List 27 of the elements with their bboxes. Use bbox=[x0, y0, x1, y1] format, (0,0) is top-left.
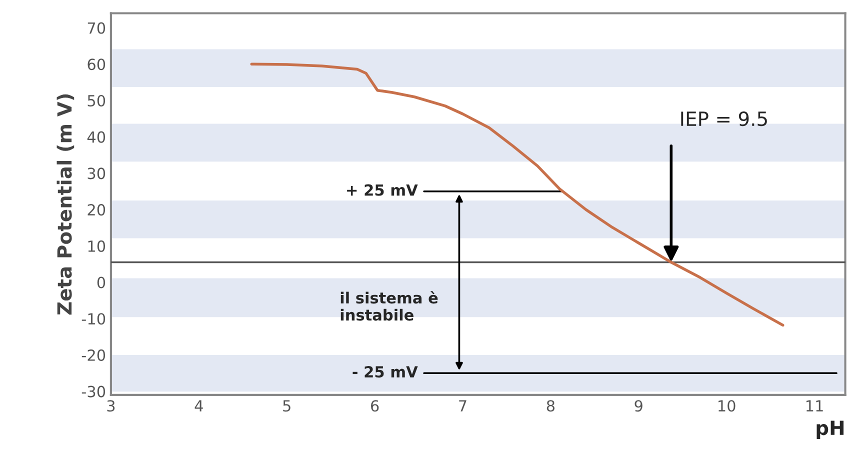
x-tick-label: 4 bbox=[194, 400, 203, 412]
annotation: IEP = 9.5 bbox=[681, 111, 767, 126]
y-tick-label: 40 bbox=[87, 131, 106, 143]
y-axis-title: Zeta Potential (m V) bbox=[56, 94, 74, 315]
x-tick-label: 6 bbox=[371, 400, 379, 412]
x-tick-label: 11 bbox=[806, 400, 823, 412]
x-tick-label: 10 bbox=[718, 400, 736, 412]
y-tick-label: 60 bbox=[88, 58, 106, 70]
x-tick-label: 3 bbox=[107, 400, 115, 412]
annotation: il sistema è instabile bbox=[340, 291, 438, 321]
y-tick-label: 50 bbox=[88, 94, 106, 107]
y-tick-label: 20 bbox=[88, 204, 106, 216]
y-tick-label: 0 bbox=[97, 276, 106, 288]
x-tick-label: 8 bbox=[546, 400, 554, 412]
y-tick-label: -10 bbox=[82, 313, 106, 325]
y-tick-label: -30 bbox=[82, 386, 106, 398]
y-tick-label: 30 bbox=[88, 168, 106, 180]
x-axis-title: pH bbox=[816, 420, 844, 439]
x-tick-label: 5 bbox=[283, 400, 290, 412]
ref-line-label: + 25 mV bbox=[347, 184, 418, 196]
x-tick-label: 9 bbox=[634, 400, 642, 412]
ref-line-label: - 25 mV bbox=[352, 366, 418, 378]
x-tick-label: 7 bbox=[459, 400, 466, 412]
line-series bbox=[250, 62, 784, 327]
y-tick-label: -20 bbox=[82, 349, 106, 361]
y-tick-label: 10 bbox=[88, 240, 106, 252]
y-tick-label: 70 bbox=[88, 22, 106, 34]
